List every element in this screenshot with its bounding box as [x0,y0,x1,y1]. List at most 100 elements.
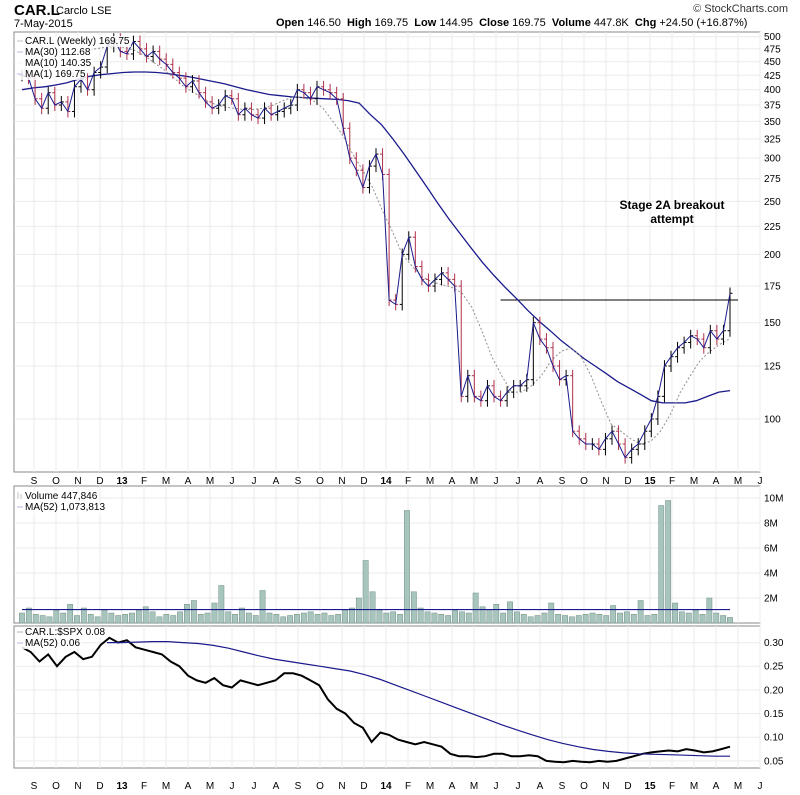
x-tick-label: M [206,781,214,792]
volume-bar [720,615,727,624]
vol-panel-frame [13,485,761,624]
volume-bar [452,610,458,624]
x-tick-label: M [426,781,434,792]
volume-bar [170,615,177,624]
volume-bar [410,591,417,624]
volume-bar [589,612,596,624]
x-tick-label: O [52,781,60,792]
volume-bar [514,611,520,624]
volume-bar [225,611,232,624]
price-tick-label: 325 [764,135,781,146]
volume-bar [582,614,589,624]
volume-bar [459,611,465,624]
legend-price: CAR.L (Weekly) 169.75 [25,36,130,47]
ratio-tick-label: 0.15 [764,709,784,720]
volume-bar [617,612,623,624]
volume-bar [417,607,424,624]
volume-bar [438,614,445,624]
volume-bar [507,601,513,624]
low-label: Low [414,17,437,29]
price-tick-label: 300 [764,154,781,165]
ratio-tick-label: 0.05 [764,756,784,767]
x-tick-label: M [734,781,742,792]
ratio-tick-label: 0.25 [764,662,784,673]
volume-bar [211,602,218,624]
x-tick-label: A [713,781,720,792]
ma1-line [21,38,731,459]
volume-bar [287,615,293,624]
x-tick-label: J [758,476,763,487]
volume-tick-label: 2M [764,594,778,605]
x-tick-label: O [316,476,324,487]
volume-bar [25,607,32,624]
x-tick-label: S [295,781,302,792]
volume-bar [60,612,67,624]
price-tick-label: 125 [764,361,781,372]
x-tick-label: J [494,476,499,487]
x-tick-label: O [580,476,588,487]
x-tick-label: S [559,476,566,487]
legend-ratio-ma52: MA(52) 0.06 [25,638,80,649]
x-tick-label: N [74,781,81,792]
x-tick-label: A [185,781,192,792]
volume-bar [383,612,390,624]
x-tick-label: D [96,781,103,792]
volume-bar [87,614,94,624]
volume-bar [404,510,410,624]
volume-bar [596,614,603,624]
price-tick-label: 475 [764,44,781,55]
x-tick-label: D [96,476,103,487]
high-label: High [346,17,372,29]
x-tick-label: A [537,476,544,487]
volume-bar [390,611,397,624]
x-tick-label: F [405,476,411,487]
volume-bar [280,616,287,624]
quote-summary: Open 146.50 High 169.75 Low 144.95 Close… [276,17,747,29]
volume-bar [349,607,355,624]
volume-value: 447.8K [593,17,629,29]
volume-bar [678,611,685,624]
volume-bar [672,602,678,624]
volume-bar [156,616,163,624]
price-tick-label: 425 [764,71,781,82]
x-tick-label: M [206,476,214,487]
price-tick-label: 275 [764,174,781,185]
volume-bar [534,615,541,624]
volume-bar [300,612,307,624]
volume-bar [362,560,369,624]
volume-label: Volume [551,17,591,29]
stockcharts-credit: © StockCharts.com [693,3,788,15]
volume-bar [232,614,238,624]
x-tick-label: A [449,781,456,792]
company-name: Carclo LSE [56,5,112,17]
volume-bar [479,606,486,624]
volume-bar [129,612,135,624]
legend-bg [16,58,93,69]
chart-date: 7-May-2015 [14,18,73,30]
volume-bar [328,615,335,624]
annotation-line-2: attempt [650,212,693,226]
x-tick-label: F [141,781,147,792]
x-tick-label: N [338,476,345,487]
x-tick-label: O [316,781,324,792]
volume-bar [190,600,197,624]
volume-bar [266,612,273,624]
x-tick-label: S [31,781,38,792]
ratio-tick-label: 0.30 [764,638,784,649]
price-tick-label: 150 [764,318,781,329]
volume-bar [651,614,658,624]
volume-bar [342,610,348,624]
x-tick-label: A [273,781,280,792]
legend-volume-ma52: MA(52) 1,073,813 [25,502,105,513]
x-tick-label: F [405,781,411,792]
open-value: 146.50 [307,17,341,29]
volume-bar [727,617,733,624]
x-tick-label: 13 [116,476,128,487]
legend-bg [16,502,107,513]
volume-bar [520,614,527,624]
legend-ma10: MA(10) 140.35 [25,58,92,69]
volume-bar [67,604,74,624]
volume-bar [568,616,575,624]
x-tick-label: M [162,781,170,792]
x-tick-label: N [602,781,609,792]
